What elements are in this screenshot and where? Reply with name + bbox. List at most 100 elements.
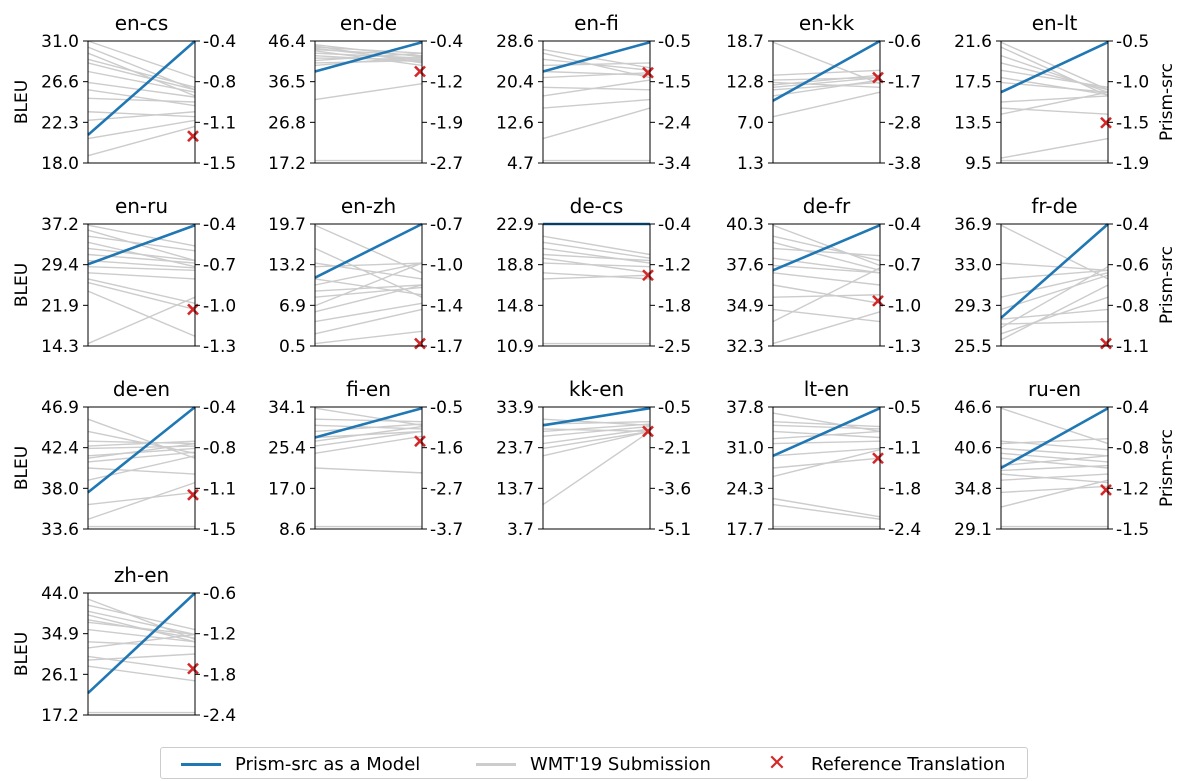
panel-frame — [542, 406, 651, 530]
right-tick-label: -1.7 — [888, 73, 921, 93]
legend-model-label: Prism-src as a Model — [235, 753, 421, 775]
reference-marker — [414, 337, 426, 350]
left-axis-label: BLEU — [12, 446, 32, 490]
left-tick-label: 46.6 — [954, 398, 992, 418]
submission-line — [542, 430, 651, 506]
panel-fi-en: fi-en 34.1 -0.5 25.4 -1.6 17.0 -2.7 8.6 -3.7 — [268, 377, 463, 540]
panel-title: en-de — [340, 11, 397, 35]
submission-line — [1000, 269, 1109, 280]
submission-line — [87, 455, 196, 481]
submission-line — [87, 628, 196, 643]
right-tick-label: -1.3 — [888, 337, 921, 357]
panel-title: kk-en — [569, 377, 624, 401]
submission-line — [87, 491, 196, 506]
left-tick-label: 12.8 — [726, 73, 764, 93]
reference-marker — [642, 66, 654, 79]
submission-line — [87, 447, 196, 457]
submission-line — [314, 423, 423, 433]
panel-title: fi-en — [346, 377, 391, 401]
submission-line — [1000, 284, 1109, 341]
left-tick-label: 33.9 — [496, 398, 534, 418]
left-tick-label: 19.7 — [268, 215, 306, 235]
submission-line — [772, 69, 881, 76]
left-tick-label: 46.4 — [268, 32, 306, 52]
left-tick-label: 14.3 — [41, 337, 79, 357]
submission-line — [772, 294, 881, 298]
right-tick-label: -1.5 — [203, 520, 236, 540]
panel-frame — [542, 223, 651, 347]
panel-frame — [1000, 223, 1109, 347]
submission-line — [87, 259, 196, 269]
legend-reference-label: Reference Translation — [811, 753, 1006, 775]
left-tick-label: 14.8 — [496, 296, 534, 316]
left-tick-label: 34.1 — [268, 398, 306, 418]
left-tick-label: 37.6 — [726, 256, 764, 276]
panel-en-de: en-de 46.4 -0.4 36.5 -1.2 26.8 -1.9 17.2 -2.7 — [268, 11, 463, 174]
submission-line — [1000, 62, 1109, 91]
submission-line — [772, 272, 881, 286]
left-tick-label: 34.9 — [726, 296, 764, 316]
submission-line — [772, 91, 881, 118]
right-tick-label: -1.0 — [888, 296, 921, 316]
submission-line — [87, 633, 196, 649]
right-tick-label: -1.5 — [658, 73, 691, 93]
submission-line — [542, 98, 651, 109]
submission-line — [1000, 473, 1109, 481]
left-tick-label: 44.0 — [41, 584, 79, 604]
reference-marker — [187, 303, 199, 316]
submission-line — [1000, 262, 1109, 272]
panel-title: de-cs — [570, 194, 624, 218]
submission-line — [542, 247, 651, 264]
submission-line — [1000, 107, 1109, 115]
left-tick-label: 40.3 — [726, 215, 764, 235]
submission-line — [772, 430, 881, 440]
submission-line — [772, 440, 881, 445]
right-tick-label: -0.4 — [658, 215, 691, 235]
right-tick-label: -1.7 — [430, 337, 463, 357]
right-tick-label: -3.6 — [658, 479, 691, 499]
right-tick-label: -1.0 — [430, 256, 463, 276]
model-line — [314, 222, 423, 279]
legend-item-reference: ✕ Reference Translation — [757, 753, 1006, 775]
panel-en-zh: en-zh 19.7 -0.7 13.2 -1.0 6.9 -1.4 0.5 -1.7 — [268, 194, 463, 357]
submission-line — [542, 423, 651, 433]
right-tick-label: -2.4 — [888, 520, 921, 540]
left-tick-label: 12.6 — [496, 113, 534, 133]
panel-ru-en: ru-en 46.6 -0.4 40.6 -0.8 34.8 -1.2 29.1 -1.5 Pri… — [954, 377, 1177, 540]
right-tick-label: -1.5 — [1116, 113, 1149, 133]
left-tick-label: 17.0 — [268, 479, 306, 499]
submission-line — [87, 665, 196, 682]
reference-marker — [187, 488, 199, 501]
right-tick-label: -1.1 — [1116, 337, 1149, 357]
left-tick-label: 13.2 — [268, 256, 306, 276]
left-tick-label: 20.4 — [496, 73, 534, 93]
left-tick-label: 21.9 — [41, 296, 79, 316]
submission-line — [87, 81, 196, 98]
model-line — [87, 223, 196, 266]
submission-line — [1000, 438, 1109, 445]
left-tick-label: 3.7 — [507, 520, 534, 540]
panel-de-cs: de-cs 22.9 -0.4 18.8 -1.2 14.8 -1.8 10.9 -2.5 — [496, 194, 691, 357]
submission-line — [772, 76, 881, 81]
submission-line — [87, 467, 196, 475]
submission-line — [87, 481, 196, 520]
submission-line — [772, 74, 881, 86]
panel-frame — [87, 406, 196, 530]
submission-line — [87, 125, 196, 157]
submission-line — [87, 62, 196, 91]
submission-line — [314, 302, 423, 323]
panel-frame — [314, 223, 423, 347]
submission-line — [772, 308, 881, 323]
left-tick-label: 31.0 — [726, 439, 764, 459]
right-tick-label: -0.8 — [203, 73, 236, 93]
right-tick-label: -1.8 — [203, 665, 236, 685]
right-tick-label: -0.5 — [1116, 32, 1149, 52]
right-tick-label: -2.4 — [203, 706, 236, 726]
submission-line — [314, 407, 423, 426]
submission-line — [772, 497, 881, 518]
submission-line — [314, 435, 423, 455]
left-tick-label: 13.7 — [496, 479, 534, 499]
panel-frame — [87, 40, 196, 164]
panel-title: de-fr — [803, 194, 851, 218]
submission-line — [87, 224, 196, 247]
